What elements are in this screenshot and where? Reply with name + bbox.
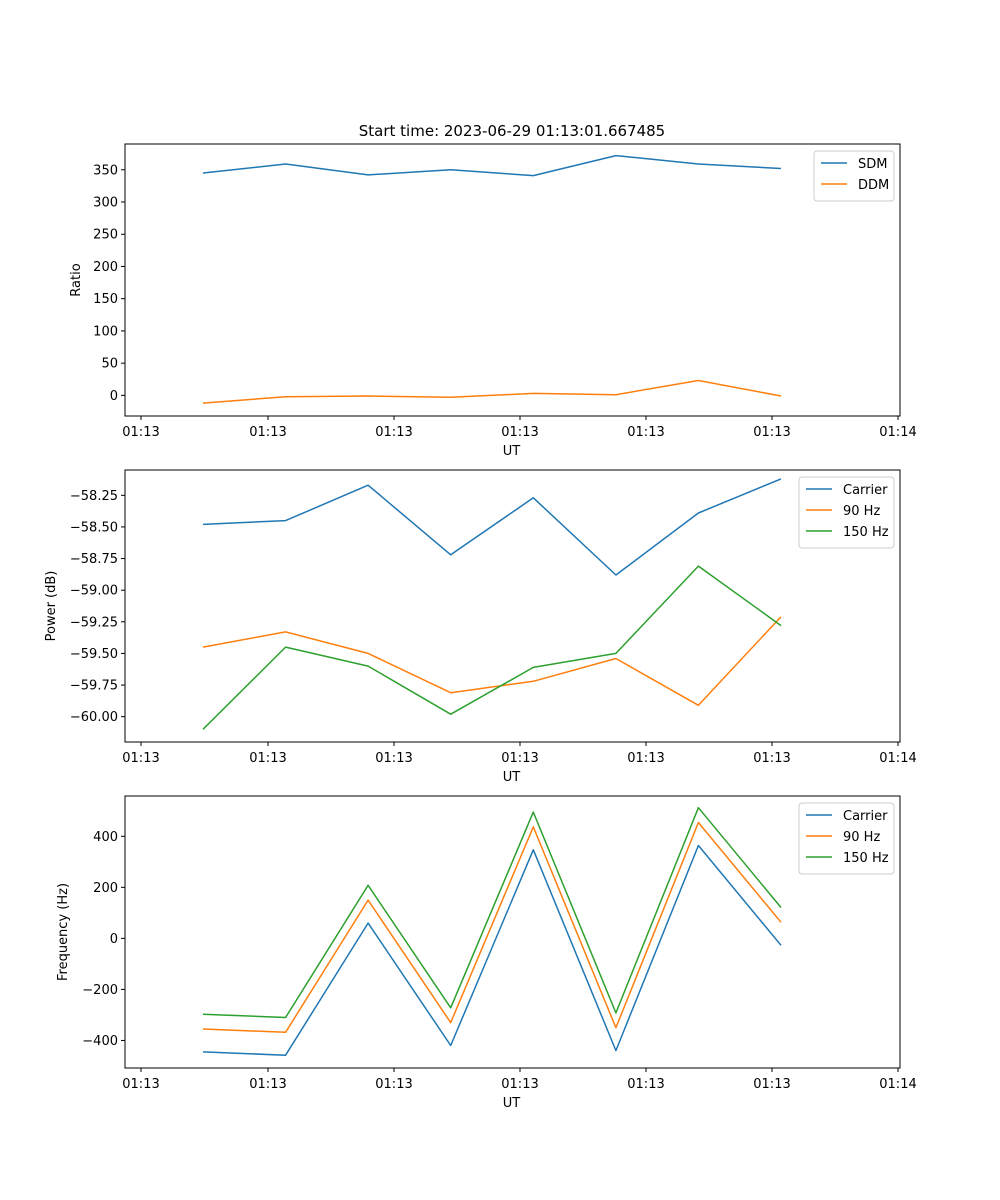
series-line-1-1: [202, 154, 782, 177]
legend-label-2-3: 150 Hz: [843, 525, 889, 540]
x-tick-label-2-5: 01:13: [627, 751, 664, 766]
y-tick-label-1-3: 100: [93, 324, 118, 339]
x-tick-label-2-1: 01:13: [122, 751, 159, 766]
x-tick-label-1-5: 01:13: [627, 425, 664, 440]
axes-frame-1: [124, 143, 901, 417]
y-tick-label-3-5: 400: [93, 830, 118, 845]
x-axis-label-1: UT: [503, 444, 521, 459]
series-line-2-1: [202, 478, 782, 576]
y-tick-label-2-2: −59.75: [70, 679, 118, 694]
x-tick-label-1-4: 01:13: [501, 425, 538, 440]
axes-frame-2: [124, 469, 901, 743]
x-tick-label-3-2: 01:13: [249, 1077, 286, 1092]
y-tick-label-2-3: −59.50: [70, 647, 118, 662]
y-tick-label-1-1: 0: [110, 389, 118, 404]
chart-panel-2: −60.00 −59.75 −59.50 −59.25 −59.00 −58.75 −58.…: [44, 469, 917, 785]
y-tick-label-1-5: 200: [93, 260, 118, 275]
y-tick-label-1-8: 350: [93, 163, 118, 178]
x-tick-label-3-4: 01:13: [501, 1077, 538, 1092]
legend-label-1-1: SDM: [858, 157, 887, 172]
x-tick-label-2-7: 01:14: [879, 751, 916, 766]
series-line-2-3: [202, 565, 782, 730]
legend-label-3-1: Carrier: [843, 809, 888, 824]
x-tick-label-1-2: 01:13: [249, 425, 286, 440]
y-tick-label-1-2: 50: [101, 357, 118, 372]
x-tick-label-3-7: 01:14: [879, 1077, 916, 1092]
x-tick-label-2-2: 01:13: [249, 751, 286, 766]
y-tick-label-3-3: 0: [110, 932, 118, 947]
y-tick-label-2-7: −58.50: [70, 520, 118, 535]
figure-title: Start time: 2023-06-29 01:13:01.667485: [359, 122, 665, 140]
x-tick-label-1-3: 01:13: [375, 425, 412, 440]
legend-label-3-2: 90 Hz: [843, 830, 880, 845]
series-line-3-1: [202, 844, 782, 1056]
y-tick-label-1-7: 300: [93, 196, 118, 211]
y-axis-label-3: Frequency (Hz): [56, 883, 71, 981]
y-axis-label-1: Ratio: [69, 263, 84, 296]
y-tick-label-2-6: −58.75: [70, 552, 118, 567]
y-axis-label-2: Power (dB): [44, 571, 59, 642]
legend-label-2-2: 90 Hz: [843, 504, 880, 519]
panels: 0 50 100 150 200 250 300 350 01:13 01:13 01:13 01:1…: [44, 143, 917, 1111]
x-tick-label-3-5: 01:13: [627, 1077, 664, 1092]
y-tick-label-3-2: −200: [82, 983, 118, 998]
legend-label-3-3: 150 Hz: [843, 851, 889, 866]
y-tick-label-3-1: −400: [82, 1034, 118, 1049]
series-line-2-2: [202, 616, 782, 707]
y-tick-label-2-4: −59.25: [70, 615, 118, 630]
y-tick-label-1-4: 150: [93, 292, 118, 307]
y-tick-label-1-6: 250: [93, 228, 118, 243]
x-tick-label-2-4: 01:13: [501, 751, 538, 766]
legend-label-2-1: Carrier: [843, 483, 888, 498]
x-tick-label-3-3: 01:13: [375, 1077, 412, 1092]
y-tick-label-2-8: −58.25: [70, 489, 118, 504]
axes-frame-3: [124, 795, 901, 1069]
chart-panel-1: 0 50 100 150 200 250 300 350 01:13 01:13 01:13 01:1…: [69, 143, 917, 459]
y-tick-label-2-5: −59.00: [70, 584, 118, 599]
x-axis-label-3: UT: [503, 1096, 521, 1111]
series-line-3-3: [202, 806, 782, 1019]
x-axis-label-2: UT: [503, 770, 521, 785]
x-tick-label-2-6: 01:13: [753, 751, 790, 766]
x-tick-label-1-1: 01:13: [122, 425, 159, 440]
chart-panel-3: −400 −200 0 200 400 01:13 01:13 01:13 01:13 01:13…: [56, 795, 917, 1111]
x-tick-label-3-1: 01:13: [122, 1077, 159, 1092]
x-tick-label-1-7: 01:14: [879, 425, 916, 440]
x-tick-label-3-6: 01:13: [753, 1077, 790, 1092]
y-tick-label-2-1: −60.00: [70, 710, 118, 725]
legend-label-1-2: DDM: [858, 178, 889, 193]
x-tick-label-2-3: 01:13: [375, 751, 412, 766]
y-tick-label-3-4: 200: [93, 881, 118, 896]
x-tick-label-1-6: 01:13: [753, 425, 790, 440]
series-line-1-2: [202, 379, 782, 404]
series-line-3-2: [202, 821, 782, 1034]
